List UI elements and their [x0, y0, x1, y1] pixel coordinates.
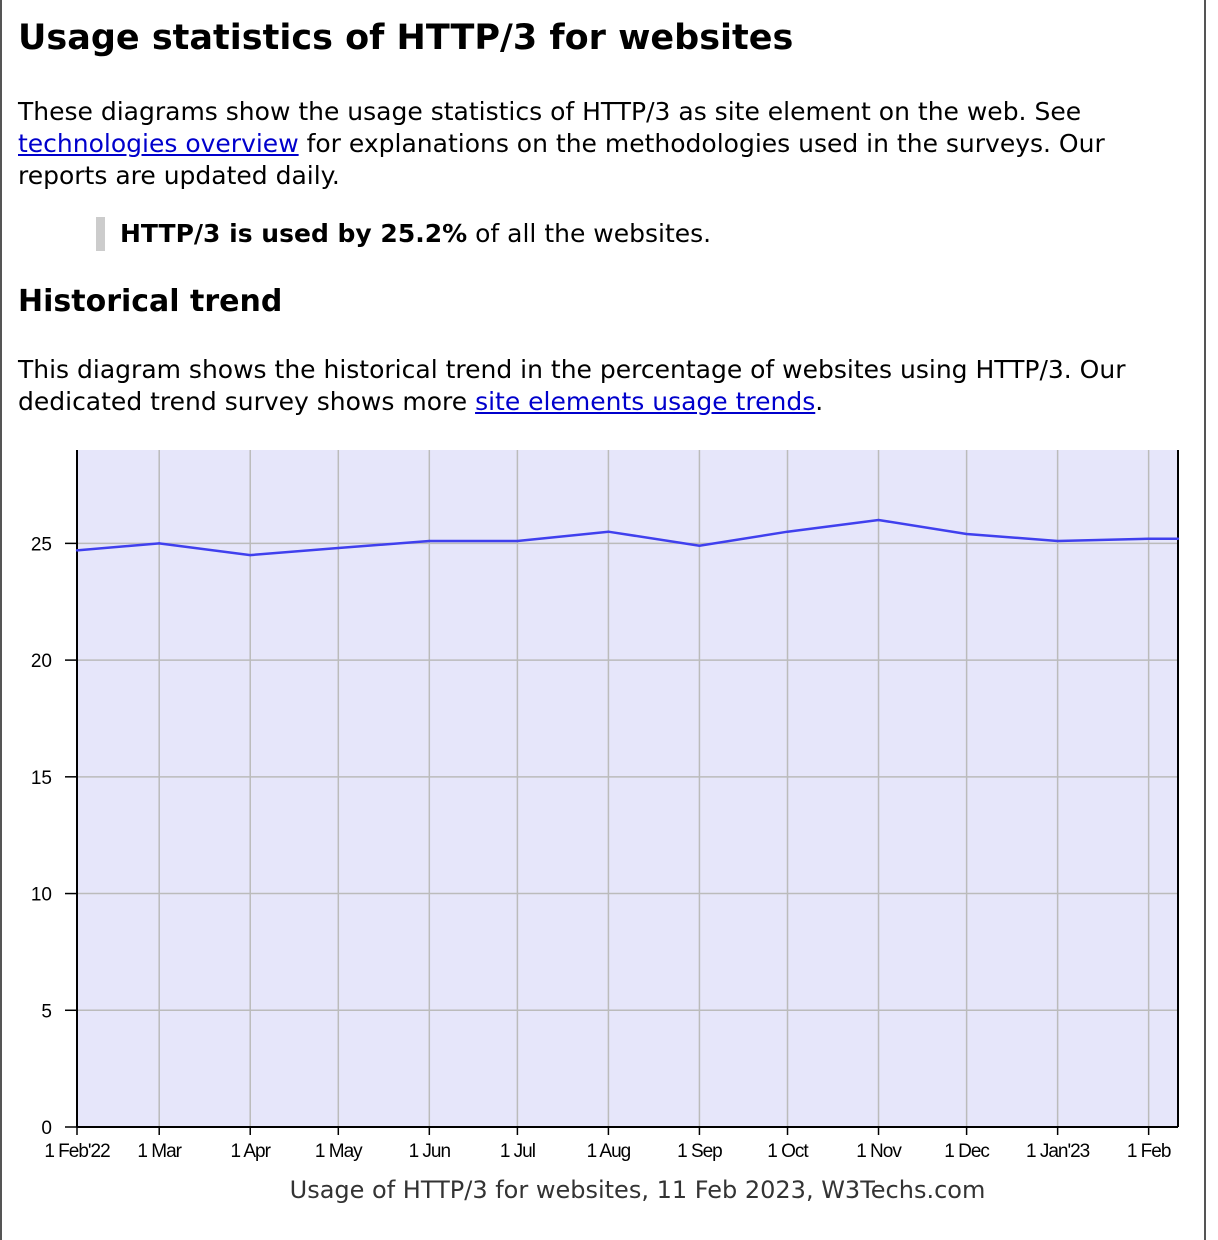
callout-rest: of all the websites. — [467, 219, 712, 248]
data-point-4 — [428, 539, 431, 543]
y-ticks: 0 5 10 15 20 25 — [31, 534, 77, 1139]
data-point-13 — [1176, 537, 1180, 540]
data-point-10 — [965, 532, 968, 536]
x-tick-label-6: 1 Aug — [587, 1141, 631, 1162]
x-tick-label-5: 1 Jul — [500, 1141, 535, 1162]
usage-callout: HTTP/3 is used by 25.2% of all the websi… — [96, 217, 711, 251]
y-tick-label-25: 25 — [31, 534, 52, 555]
trend-text-start: This diagram shows the historical trend … — [18, 355, 1126, 416]
page-title: Usage statistics of HTTP/3 for websites — [18, 18, 794, 58]
x-ticks: 1 Feb'22 1 Mar 1 Apr 1 May 1 Jun 1 Jul 1 Aug 1 … — [44, 1127, 1172, 1162]
intro-paragraph: These diagrams show the usage statistics… — [18, 96, 1178, 192]
data-point-7 — [698, 544, 701, 547]
data-point-11 — [1056, 539, 1059, 543]
y-tick-label-20: 20 — [31, 651, 52, 672]
data-point-0 — [75, 549, 79, 552]
intro-text-start: These diagrams show the usage statistics… — [18, 97, 1082, 126]
y-tick-label-15: 15 — [31, 768, 52, 789]
y-tick-label-10: 10 — [31, 885, 52, 906]
x-tick-label-8: 1 Oct — [767, 1141, 809, 1162]
data-point-5 — [516, 539, 519, 543]
callout-bold: HTTP/3 is used by 25.2% — [120, 219, 468, 248]
trend-text-end: . — [815, 387, 824, 416]
x-tick-label-4: 1 Jun — [409, 1141, 451, 1162]
data-point-2 — [249, 553, 252, 557]
x-tick-label-0: 1 Feb'22 — [44, 1141, 110, 1162]
x-tick-label-2: 1 Apr — [231, 1141, 272, 1162]
data-point-12 — [1147, 537, 1150, 540]
technologies-overview-link[interactable]: technologies overview — [18, 129, 299, 158]
data-point-1 — [158, 542, 161, 545]
data-point-8 — [786, 530, 789, 533]
section-title: Historical trend — [18, 284, 283, 319]
y-tick-label-0: 0 — [41, 1118, 52, 1139]
x-tick-label-3: 1 May — [315, 1141, 363, 1162]
x-tick-label-7: 1 Sep — [677, 1141, 722, 1162]
x-tick-label-11: 1 Jan'23 — [1026, 1141, 1090, 1162]
series-line-http3 — [76, 518, 1178, 557]
chart-caption: Usage of HTTP/3 for websites, 11 Feb 202… — [290, 1176, 986, 1204]
data-point-9 — [877, 518, 880, 522]
site-elements-trends-link[interactable]: site elements usage trends — [475, 387, 816, 416]
intro-text-end: for explanations on the methodologies us… — [18, 129, 1105, 190]
x-tick-label-1: 1 Mar — [137, 1141, 182, 1162]
y-tick-label-5: 5 — [41, 1001, 52, 1022]
plot-background — [77, 450, 1178, 1127]
data-point-3 — [337, 546, 340, 550]
trend-paragraph: This diagram shows the historical trend … — [18, 354, 1178, 418]
x-tick-label-12: 1 Feb — [1127, 1141, 1171, 1162]
data-point-6 — [607, 530, 610, 533]
grid-lines — [77, 450, 1178, 1127]
axes — [76, 450, 1179, 1128]
x-tick-label-9: 1 Nov — [856, 1141, 902, 1162]
x-tick-label-10: 1 Dec — [944, 1141, 989, 1162]
